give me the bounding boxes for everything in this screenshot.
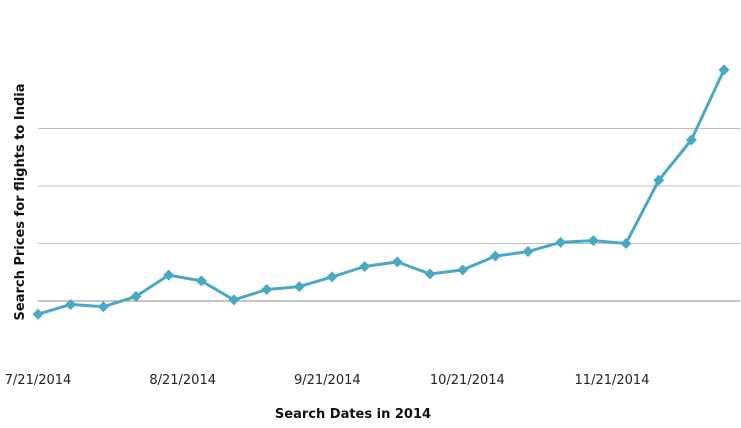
data-point-marker [685, 134, 697, 146]
data-point-marker [424, 268, 436, 280]
data-point-marker [620, 238, 632, 249]
data-point-marker [326, 271, 338, 283]
data-point-marker [587, 235, 599, 247]
data-point-marker [130, 290, 142, 302]
data-point-marker [489, 250, 501, 262]
x-tick-label: 10/21/2014 [430, 373, 505, 388]
series-group [32, 64, 730, 320]
data-point-marker [555, 236, 567, 248]
data-point-marker [261, 284, 273, 295]
y-axis-title: Search Prices for flights to India [13, 84, 28, 321]
x-tick-label: 8/21/2014 [149, 373, 216, 388]
data-point-marker [457, 264, 469, 276]
data-point-marker [228, 294, 240, 306]
x-axis-ticks: 7/21/2014 8/21/2014 9/21/2014 10/21/2014 11/… [5, 373, 650, 388]
data-point-marker [163, 269, 175, 281]
gridlines [38, 128, 740, 302]
data-point-marker [522, 246, 534, 258]
data-point-marker [32, 308, 44, 320]
x-axis-title: Search Dates in 2014 [275, 407, 431, 422]
data-point-marker [293, 281, 305, 293]
data-point-marker [653, 174, 665, 186]
data-point-marker [391, 256, 403, 268]
data-point-marker [195, 275, 207, 287]
data-point-marker [97, 301, 109, 313]
data-point-marker [718, 64, 730, 76]
data-point-marker [65, 298, 77, 310]
series-line [37, 69, 726, 316]
data-point-marker [359, 261, 371, 272]
x-tick-label: 9/21/2014 [294, 373, 361, 388]
x-tick-label: 7/21/2014 [5, 373, 72, 388]
x-tick-label: 11/21/2014 [575, 373, 650, 388]
